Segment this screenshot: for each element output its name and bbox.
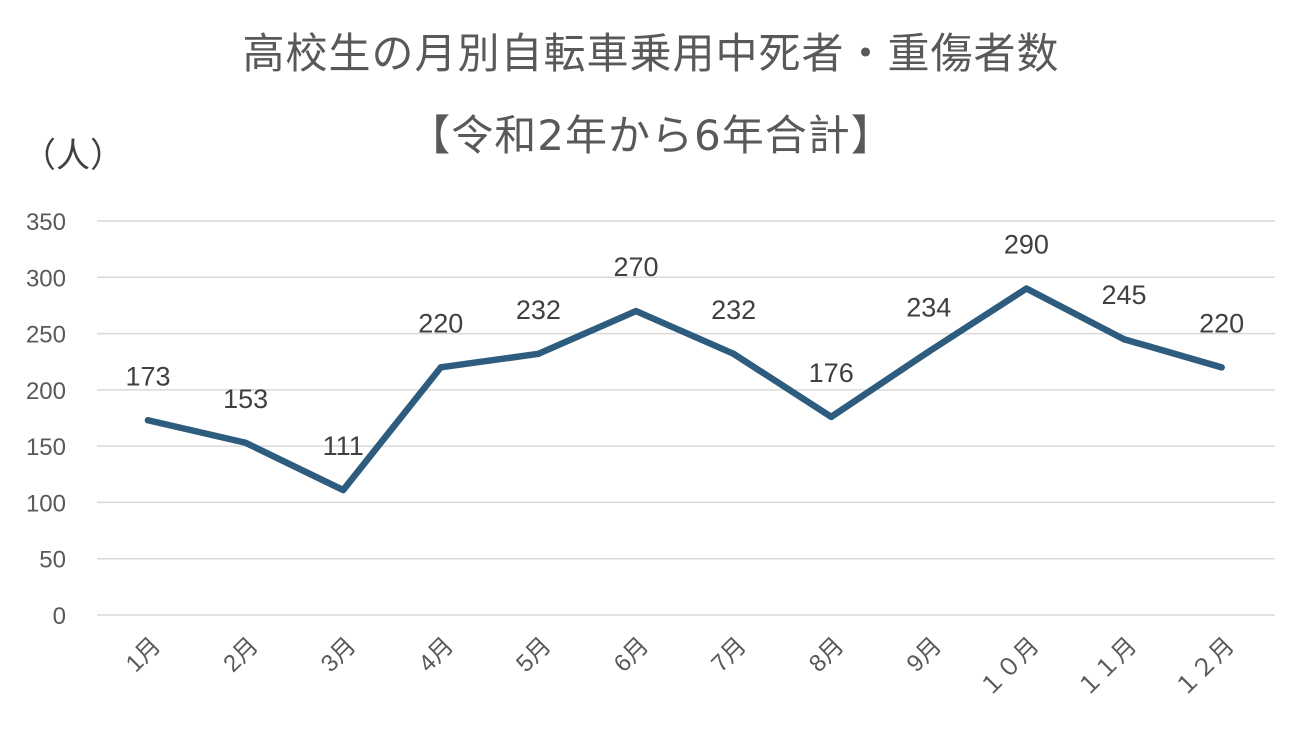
data-point bbox=[535, 350, 542, 358]
data-label: 245 bbox=[1101, 280, 1146, 310]
data-point bbox=[828, 413, 835, 421]
x-tick-label: 6月 bbox=[609, 632, 655, 678]
x-tick-label: 1月 bbox=[121, 632, 167, 678]
data-label: 232 bbox=[516, 295, 561, 325]
series-line bbox=[144, 285, 1225, 494]
data-point bbox=[1218, 364, 1225, 371]
chart-subtitle: 【令和2年から6年合計】 bbox=[408, 111, 894, 160]
x-tick-label: １２月 bbox=[1170, 632, 1240, 702]
data-point bbox=[144, 417, 152, 424]
data-label: 232 bbox=[711, 295, 756, 325]
data-point bbox=[1120, 336, 1128, 343]
x-axis-ticks: 1月 2月 3月 4月 5月 6月 7月 8月 9月 １０月 １１月 １２月 bbox=[121, 632, 1240, 702]
x-tick-label: 7月 bbox=[706, 632, 752, 678]
y-tick-label: 300 bbox=[26, 265, 66, 292]
gridlines bbox=[97, 220, 1275, 616]
chart-title: 高校生の月別自転車乗用中死者・重傷者数 bbox=[242, 29, 1060, 78]
y-tick-label: 200 bbox=[26, 378, 66, 405]
data-label: 220 bbox=[418, 308, 463, 338]
data-point bbox=[437, 364, 444, 371]
data-label: 270 bbox=[613, 252, 658, 282]
y-tick-label: 50 bbox=[39, 547, 66, 574]
data-label: 290 bbox=[1004, 230, 1049, 260]
data-label: 111 bbox=[323, 431, 364, 461]
data-label: 153 bbox=[223, 384, 268, 414]
x-tick-label: 8月 bbox=[804, 632, 850, 678]
data-label: 220 bbox=[1199, 308, 1244, 338]
data-label: 173 bbox=[125, 361, 170, 391]
data-label: 176 bbox=[809, 358, 854, 388]
x-tick-label: 3月 bbox=[316, 632, 362, 678]
x-tick-label: 5月 bbox=[511, 632, 557, 678]
x-tick-label: １１月 bbox=[1072, 632, 1142, 702]
data-labels: 173 153 111 220 232 270 232 176 234 290 245 220 bbox=[125, 230, 1244, 462]
data-point bbox=[340, 486, 347, 494]
x-tick-label: 2月 bbox=[218, 632, 264, 678]
y-axis-unit-label: （人） bbox=[22, 136, 124, 176]
y-tick-label: 250 bbox=[26, 322, 66, 349]
data-point bbox=[1023, 285, 1030, 292]
data-point bbox=[730, 350, 737, 358]
data-label: 234 bbox=[906, 293, 951, 323]
data-point bbox=[632, 307, 640, 315]
y-tick-label: 150 bbox=[26, 434, 66, 461]
series-line-group bbox=[144, 285, 1225, 494]
data-point bbox=[242, 439, 249, 446]
x-tick-label: １０月 bbox=[975, 632, 1045, 702]
x-tick-label: 9月 bbox=[902, 632, 948, 678]
y-tick-label: 350 bbox=[26, 209, 66, 236]
y-axis-ticks: 0 50 100 150 200 250 300 350 bbox=[26, 209, 66, 630]
y-tick-label: 0 bbox=[53, 603, 66, 630]
y-tick-label: 100 bbox=[26, 490, 66, 517]
x-tick-label: 4月 bbox=[414, 632, 460, 678]
data-point bbox=[925, 348, 932, 355]
